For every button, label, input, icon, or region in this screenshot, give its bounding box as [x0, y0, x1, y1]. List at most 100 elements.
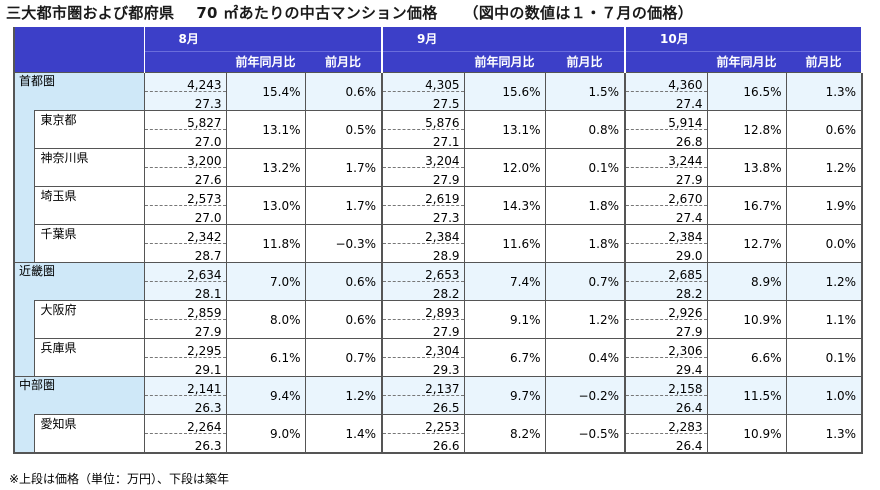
- age-value: 26.8: [624, 129, 708, 149]
- header-yoy: 前年同月比: [464, 51, 546, 73]
- mom-value: −0.3%: [304, 224, 384, 263]
- mom-value: 1.2%: [304, 376, 384, 415]
- header-mom: 前月比: [545, 51, 627, 73]
- age-value: 26.6: [381, 433, 465, 453]
- price-value: 2,670: [624, 186, 708, 206]
- mom-value: 1.3%: [785, 414, 864, 453]
- age-value: 27.3: [143, 91, 226, 111]
- prefecture-label: 愛知県: [33, 414, 144, 453]
- price-value: 2,893: [381, 300, 465, 320]
- mom-value: 0.1%: [785, 338, 864, 377]
- prefecture-label: 千葉県: [33, 224, 144, 263]
- age-value: 29.1: [143, 357, 226, 377]
- table-row: 神奈川県 3,200 13.2% 1.7% 3,204 12.0% 0.1% 3,244 13.…: [13, 148, 864, 187]
- header-price-col: [625, 51, 708, 73]
- yoy-value: 10.9%: [706, 300, 787, 339]
- age-value: 27.4: [624, 91, 708, 111]
- age-value: 28.7: [143, 243, 226, 263]
- table-row-age: 28.7 28.9 29.0: [14, 243, 862, 263]
- header-mom: 前月比: [305, 51, 384, 73]
- region-label: 中部圏: [13, 376, 144, 415]
- yoy-value: 11.6%: [463, 224, 546, 263]
- yoy-value: 9.1%: [463, 300, 546, 339]
- age-value: 26.4: [624, 395, 708, 415]
- age-value: 27.3: [381, 205, 465, 225]
- indent-gutter: [13, 148, 34, 187]
- age-value: 28.9: [381, 243, 465, 263]
- header-corner: [13, 27, 145, 73]
- age-value: 27.1: [381, 129, 465, 149]
- age-value: 27.0: [143, 129, 226, 149]
- mom-value: 0.5%: [304, 110, 384, 149]
- mom-value: 0.4%: [544, 338, 627, 377]
- mom-value: 1.4%: [304, 414, 384, 453]
- yoy-value: 15.6%: [463, 72, 546, 111]
- yoy-value: 7.4%: [463, 262, 546, 301]
- price-table: 8月 9月 10月 前年同月比 前月比 前年同月比 前月比 前年同月比 前月比 …: [13, 27, 864, 454]
- yoy-value: 12.8%: [706, 110, 787, 149]
- yoy-value: 7.0%: [225, 262, 305, 301]
- mom-value: 1.7%: [304, 186, 384, 225]
- mom-value: 0.6%: [304, 72, 384, 111]
- price-value: 2,306: [624, 338, 708, 358]
- yoy-value: 6.1%: [225, 338, 305, 377]
- indent-gutter: [13, 186, 34, 225]
- yoy-value: 9.0%: [225, 414, 305, 453]
- table-row-age: 27.0 27.3 27.4: [14, 205, 862, 225]
- prefecture-label: 大阪府: [33, 300, 144, 339]
- title-area: 70 ㎡あたりの中古マンション価格: [196, 4, 438, 22]
- table-row: 愛知県 2,264 9.0% 1.4% 2,253 8.2% −0.5% 2,283 10.9%…: [13, 414, 864, 453]
- mom-value: 1.0%: [785, 376, 864, 415]
- yoy-value: 11.5%: [706, 376, 787, 415]
- price-value: 4,305: [381, 72, 465, 92]
- price-value: 2,253: [381, 414, 465, 434]
- yoy-value: 15.4%: [225, 72, 305, 111]
- price-value: 3,204: [381, 148, 465, 168]
- indent-gutter: [13, 110, 34, 149]
- age-value: 27.9: [381, 167, 465, 187]
- price-value: 2,283: [624, 414, 708, 434]
- mom-value: 0.7%: [544, 262, 627, 301]
- table-row: 千葉県 2,342 11.8% −0.3% 2,384 11.6% 1.8% 2,384 12.…: [13, 224, 864, 263]
- price-value: 4,243: [143, 72, 226, 92]
- yoy-value: 8.0%: [225, 300, 305, 339]
- yoy-value: 13.0%: [225, 186, 305, 225]
- age-value: 28.2: [624, 281, 708, 301]
- header-row-months: 8月 9月 10月: [13, 27, 864, 73]
- table-row: 埼玉県 2,573 13.0% 1.7% 2,619 14.3% 1.8% 2,670 16.7…: [13, 186, 864, 225]
- indent-gutter: [13, 224, 34, 263]
- yoy-value: 8.2%: [463, 414, 546, 453]
- age-value: 27.6: [143, 167, 226, 187]
- yoy-value: 13.1%: [463, 110, 546, 149]
- region-label: 首都圏: [13, 72, 144, 111]
- prefecture-label: 神奈川県: [33, 148, 144, 187]
- yoy-value: 13.1%: [225, 110, 305, 149]
- yoy-value: 13.8%: [706, 148, 787, 187]
- title-main: 三大都市圏および都府県: [6, 4, 175, 22]
- price-value: 2,384: [624, 224, 708, 244]
- prefecture-label: 埼玉県: [33, 186, 144, 225]
- table-row-age: 27.0 27.1 26.8: [14, 129, 862, 149]
- title-note: （図中の数値は１・７月の価格）: [463, 4, 694, 22]
- region-label: 近畿圏: [13, 262, 144, 301]
- age-value: 26.4: [624, 433, 708, 453]
- table-row-age: 29.1 29.3 29.4: [14, 357, 862, 377]
- table-body: 首都圏 4,243 15.4% 0.6% 4,305 15.6% 1.5% 4,360 16.5…: [13, 72, 864, 453]
- price-value: 2,859: [143, 300, 226, 320]
- price-value: 5,827: [143, 110, 226, 130]
- age-value: 26.3: [143, 395, 226, 415]
- mom-value: 1.9%: [785, 186, 864, 225]
- mom-value: 1.3%: [785, 72, 864, 111]
- age-value: 27.0: [143, 205, 226, 225]
- age-value: 26.5: [381, 395, 465, 415]
- age-value: 27.5: [381, 91, 465, 111]
- footnote: ※上段は価格（単位：万円）、下段は築年: [9, 472, 230, 486]
- price-value: 2,685: [624, 262, 708, 282]
- mom-value: 0.7%: [304, 338, 384, 377]
- mom-value: 0.6%: [304, 300, 384, 339]
- mom-value: 0.0%: [785, 224, 864, 263]
- table-row: 中部圏 2,141 9.4% 1.2% 2,137 9.7% −0.2% 2,158 11.5%…: [13, 376, 864, 415]
- yoy-value: 8.9%: [706, 262, 787, 301]
- price-value: 2,573: [143, 186, 226, 206]
- price-value: 2,295: [143, 338, 226, 358]
